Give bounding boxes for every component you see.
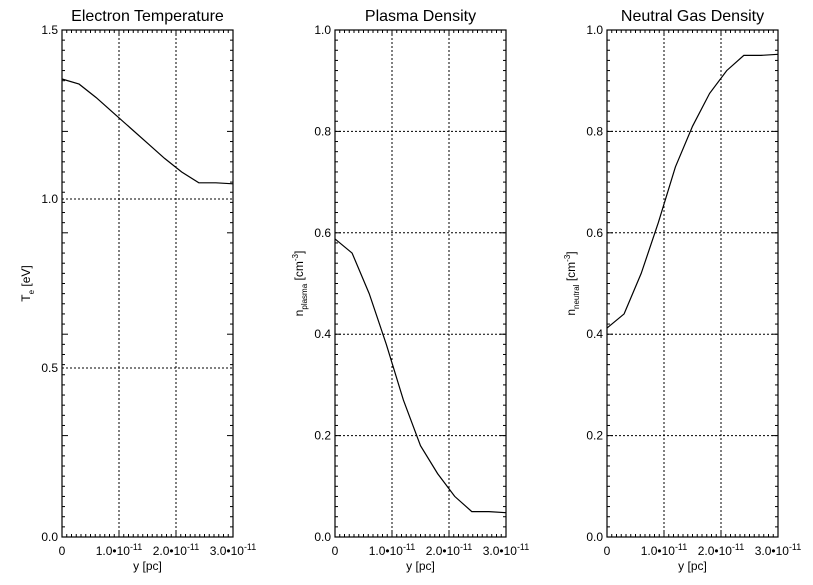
y-tick-label: 1.0 <box>41 192 58 206</box>
x-tick-label: 1.0•10-11 <box>96 542 143 558</box>
electron-temperature-panel: Electron Temperature 0.0 0.5 1.0 1.5 0 1.0•10… <box>19 8 256 573</box>
x-tick-label: 0 <box>59 544 66 558</box>
y-tick-label: 1.0 <box>586 23 603 37</box>
y-tick-label: 0.8 <box>586 124 603 138</box>
plot-frame <box>334 29 507 538</box>
data-line <box>334 238 507 514</box>
y-axis-label: Te [eV] <box>19 265 36 301</box>
y-tick-label: 0.0 <box>314 530 331 544</box>
y-tick-label: 0.6 <box>314 226 331 240</box>
x-tick-label: 2.0•10-11 <box>153 542 200 558</box>
x-tick-label: 3.0•10-11 <box>755 542 802 558</box>
x-tick-label: 2.0•10-11 <box>698 542 745 558</box>
x-tick-label: 0 <box>604 544 611 558</box>
y-tick-label: 0.6 <box>586 226 603 240</box>
y-tick-label: 0.2 <box>314 429 331 443</box>
x-tick-label: 0 <box>332 544 339 558</box>
panel-title: Electron Temperature <box>71 8 224 25</box>
x-axis-label: y [pc] <box>678 559 707 573</box>
plasma-density-panel: Plasma Density 0.0 0.2 0.4 0.6 0.8 1.0 0 1.0•10… <box>291 8 529 573</box>
x-tick-label: 1.0•10-11 <box>641 542 688 558</box>
y-tick-label: 0.2 <box>586 429 603 443</box>
data-line <box>606 53 779 329</box>
plot-frame <box>606 29 779 538</box>
data-line <box>61 78 234 185</box>
y-tick-label: 0.5 <box>41 361 58 375</box>
x-axis-label: y [pc] <box>133 559 162 573</box>
y-tick-label: 1.0 <box>314 23 331 37</box>
x-tick-label: 3.0•10-11 <box>483 542 530 558</box>
neutral-gas-density-panel: Neutral Gas Density 0.0 0.2 0.4 0.6 0.8 1.0 0 1… <box>563 8 801 573</box>
y-tick-label: 0.0 <box>586 530 603 544</box>
y-tick-label: 0.0 <box>41 530 58 544</box>
x-tick-label: 3.0•10-11 <box>210 542 257 558</box>
x-axis-label: y [pc] <box>406 559 435 573</box>
panel-title: Plasma Density <box>365 8 476 25</box>
x-tick-label: 2.0•10-11 <box>426 542 473 558</box>
y-tick-label: 0.4 <box>314 327 331 341</box>
y-tick-label: 0.4 <box>586 327 603 341</box>
x-tick-label: 1.0•10-11 <box>369 542 416 558</box>
y-axis-label: nplasma [cm-3] <box>291 251 309 317</box>
plot-frame <box>61 29 234 538</box>
y-axis-label: nneutral [cm-3] <box>563 251 581 315</box>
panel-title: Neutral Gas Density <box>621 8 764 25</box>
y-tick-label: 1.5 <box>41 23 58 37</box>
y-tick-label: 0.8 <box>314 124 331 138</box>
